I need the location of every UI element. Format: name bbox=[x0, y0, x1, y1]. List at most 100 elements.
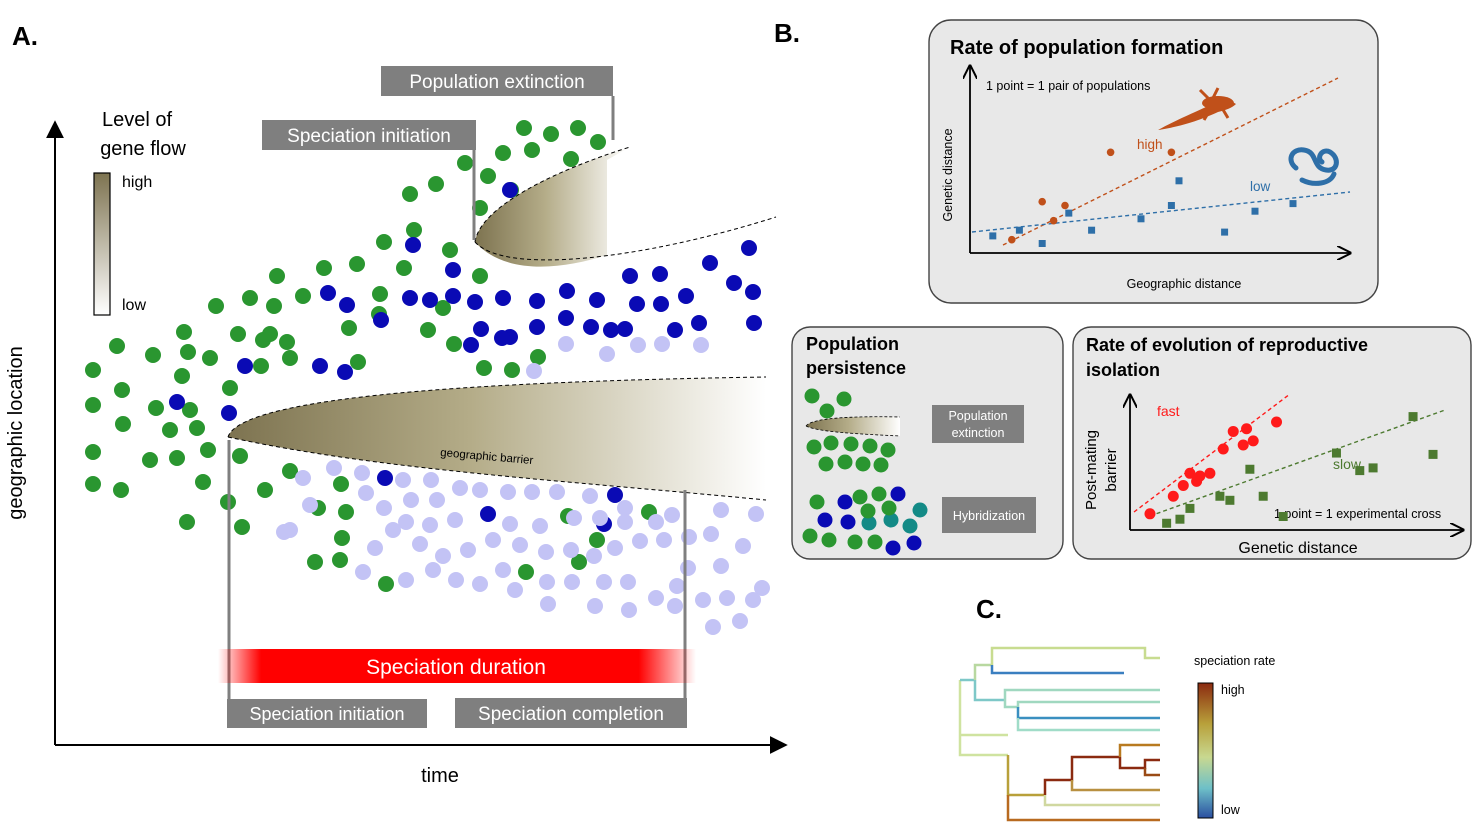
population-dot bbox=[221, 405, 237, 421]
persistence-dot bbox=[840, 514, 856, 530]
rate-high-point bbox=[1106, 148, 1115, 157]
population-dot bbox=[242, 290, 258, 306]
population-dot bbox=[422, 517, 438, 533]
persistence-barrier-edge bbox=[805, 416, 901, 437]
population-dot bbox=[179, 514, 195, 530]
speciation-rate-legend-low: low bbox=[1221, 803, 1241, 817]
population-dot bbox=[652, 266, 668, 282]
population-dot bbox=[425, 562, 441, 578]
population-dot bbox=[596, 574, 612, 590]
population-dot bbox=[447, 512, 463, 528]
population-dot bbox=[622, 268, 638, 284]
population-dot bbox=[582, 488, 598, 504]
geographic-barrier-bottom-edge bbox=[227, 436, 767, 501]
population-dot bbox=[428, 176, 444, 192]
population-dot bbox=[512, 537, 528, 553]
ri-fast-point bbox=[1227, 425, 1239, 437]
population-dot bbox=[485, 532, 501, 548]
population-dot bbox=[713, 502, 729, 518]
ri-scatter-points bbox=[1144, 412, 1438, 528]
population-dot bbox=[255, 332, 271, 348]
population-dot bbox=[396, 260, 412, 276]
speciation-rate-tree bbox=[958, 646, 1160, 822]
population-dot bbox=[745, 592, 761, 608]
speciation-initiation-bottom-box-label: Speciation initiation bbox=[249, 704, 404, 724]
population-extinction-box bbox=[381, 66, 613, 96]
population-dot bbox=[109, 338, 125, 354]
population-dot bbox=[516, 120, 532, 136]
persistence-dot bbox=[881, 500, 897, 516]
ri-fast-point bbox=[1184, 467, 1196, 479]
population-dot bbox=[162, 422, 178, 438]
population-dot bbox=[617, 500, 633, 516]
population-dot bbox=[617, 514, 633, 530]
population-dot bbox=[208, 298, 224, 314]
population-dot bbox=[349, 256, 365, 272]
population-dot bbox=[502, 516, 518, 532]
population-dot bbox=[202, 350, 218, 366]
persistence-dot bbox=[818, 456, 834, 472]
upper-barrier-top-edge bbox=[474, 146, 631, 243]
population-dot bbox=[176, 324, 192, 340]
population-dot bbox=[502, 182, 518, 198]
persistence-dot bbox=[873, 457, 889, 473]
population-dot bbox=[442, 242, 458, 258]
population-dot bbox=[395, 472, 411, 488]
population-dot bbox=[435, 300, 451, 316]
population-persistence-title-line1: Population bbox=[806, 334, 899, 354]
gene-flow-legend-low: low bbox=[122, 297, 146, 314]
population-dot bbox=[337, 364, 353, 380]
population-dot bbox=[586, 548, 602, 564]
speciation-completion-box-label: Speciation completion bbox=[478, 704, 664, 725]
rate-note: 1 point = 1 pair of populations bbox=[986, 79, 1150, 93]
population-dot bbox=[182, 402, 198, 418]
population-dot bbox=[282, 522, 298, 538]
population-dot bbox=[538, 544, 554, 560]
population-dot bbox=[703, 526, 719, 542]
population-dot bbox=[358, 485, 374, 501]
population-dot bbox=[589, 532, 605, 548]
population-dot bbox=[632, 533, 648, 549]
population-dot bbox=[540, 596, 556, 612]
population-dot bbox=[385, 522, 401, 538]
population-dot bbox=[307, 554, 323, 570]
ri-fast-point bbox=[1177, 479, 1189, 491]
population-dot bbox=[376, 234, 392, 250]
population-dot bbox=[460, 542, 476, 558]
gene-flow-legend-title-line2: gene flow bbox=[100, 138, 186, 160]
population-dot bbox=[403, 492, 419, 508]
population-dot bbox=[435, 548, 451, 564]
persistence-dot bbox=[836, 391, 852, 407]
rate-low-point bbox=[1175, 177, 1183, 185]
ri-slow-label: slow bbox=[1333, 456, 1362, 472]
persistence-dot bbox=[883, 512, 899, 528]
ri-fast-trend-line bbox=[1133, 393, 1291, 513]
ri-slow-point bbox=[1185, 503, 1195, 513]
population-dot bbox=[563, 542, 579, 558]
ri-fast-point bbox=[1167, 490, 1179, 502]
population-dot bbox=[398, 572, 414, 588]
rate-low-point bbox=[1088, 226, 1096, 234]
ri-fast-point bbox=[1271, 416, 1283, 428]
population-dot bbox=[746, 315, 762, 331]
population-dot bbox=[467, 294, 483, 310]
population-dot bbox=[566, 510, 582, 526]
ri-slow-point bbox=[1331, 448, 1341, 458]
ri-fast-point bbox=[1204, 467, 1216, 479]
population-dot bbox=[402, 186, 418, 202]
rate-x-axis-label: Geographic distance bbox=[1127, 277, 1242, 291]
persistence-dot bbox=[821, 532, 837, 548]
population-dot bbox=[590, 134, 606, 150]
population-dot bbox=[85, 444, 101, 460]
persistence-dot bbox=[843, 436, 859, 452]
population-dot bbox=[234, 519, 250, 535]
population-dot bbox=[702, 255, 718, 271]
ri-slow-point bbox=[1368, 463, 1378, 473]
population-dot bbox=[532, 518, 548, 534]
population-dot bbox=[563, 151, 579, 167]
ri-slow-point bbox=[1245, 464, 1255, 474]
population-dot bbox=[620, 574, 636, 590]
population-dot bbox=[630, 337, 646, 353]
panel-a: A. geographic location time Level of gen… bbox=[5, 21, 788, 787]
population-dot bbox=[621, 602, 637, 618]
